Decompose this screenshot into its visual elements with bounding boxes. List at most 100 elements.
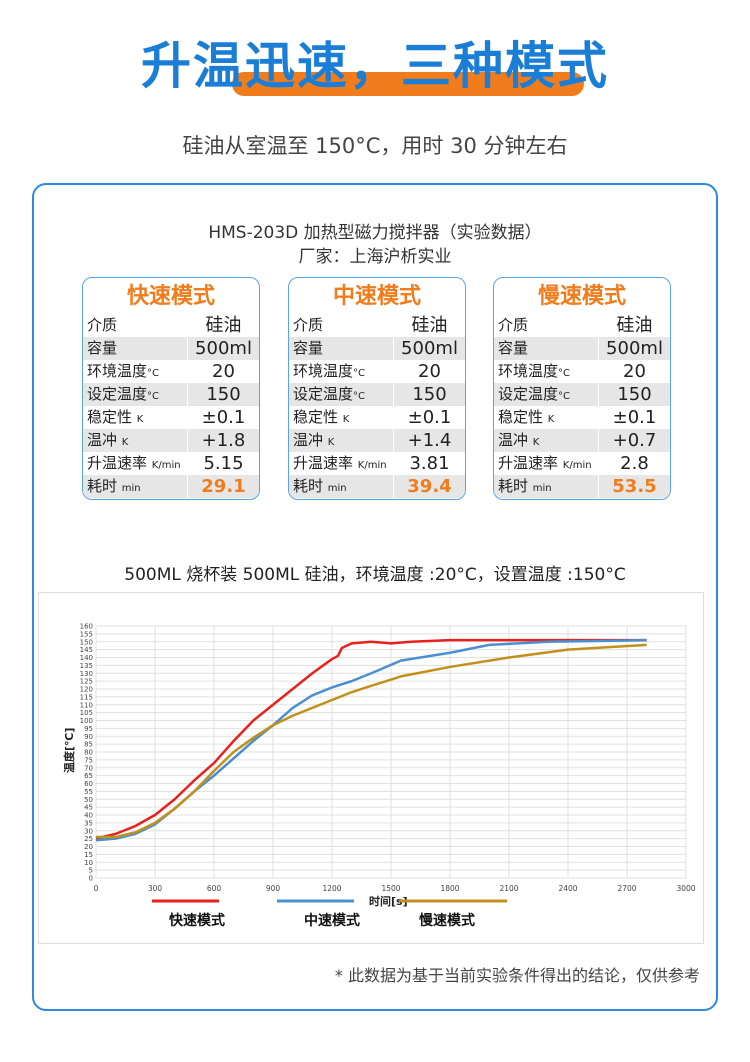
table-row: 容量 500ml [289,337,465,360]
y-tick-label: 105 [80,709,93,717]
y-tick-label: 35 [84,819,93,827]
page-subtitle: 硅油从室温至 150°C，用时 30 分钟左右 [182,134,568,158]
param-name: 升温速率 [87,454,152,472]
param-name: 耗时 [498,477,533,495]
param-name: 设定温度 [87,385,148,403]
y-tick-label: 25 [84,835,93,843]
param-unit: K [532,437,540,448]
param-name: 设定温度 [293,385,354,403]
table-row: 温冲 K +1.4 [289,429,465,452]
param-name: 环境温度 [498,362,559,380]
table-row: 容量 500ml [83,337,259,360]
param-name: 环境温度 [87,362,148,380]
param-unit: K/min [562,460,592,471]
table-row: 稳定性 K ±0.1 [289,406,465,429]
param-label: 容量 [289,337,393,360]
param-label: 环境温度°C [289,360,393,383]
param-name: 稳定性 [87,408,137,426]
table-row: 介质 硅油 [494,314,670,337]
chart-title: 500ML 烧杯装 500ML 硅油，环境温度 :20°C，设置温度 :150°… [124,565,626,585]
table-row: 介质 硅油 [289,314,465,337]
table-row: 容量 500ml [494,337,670,360]
y-axis-label: 温度[℃] [62,728,76,773]
x-tick-label: 600 [207,884,222,893]
disclaimer: * 此数据为基于当前实验条件得出的结论，仅供参考 [334,966,700,985]
y-tick-label: 135 [80,662,93,670]
mode-table: 中速模式 介质 硅油 容量 500ml 环境温度°C 20 设定温度°C 150 稳定性 K ±0.… [288,277,466,500]
mode-title: 快速模式 [126,284,215,309]
param-value: 2.8 [598,452,670,475]
x-tick-label: 2100 [499,884,518,893]
table-row: 设定温度°C 150 [289,383,465,406]
param-label: 温冲 K [289,429,393,452]
param-value: 500ml [393,337,465,360]
legend-label: 中速模式 [304,912,360,929]
param-value: 20 [393,360,465,383]
param-label: 温冲 K [83,429,187,452]
y-tick-label: 75 [84,756,93,764]
x-tick-label: 1200 [322,884,341,893]
param-label: 稳定性 K [289,406,393,429]
y-tick-label: 60 [84,780,93,788]
x-tick-label: 3000 [676,884,695,893]
table-row: 环境温度°C 20 [289,360,465,383]
param-label: 容量 [83,337,187,360]
table-row: 耗时 min 39.4 [289,475,465,498]
page-title: 升温迅速，三种模式 [141,37,609,95]
table-row: 耗时 min 53.5 [494,475,670,498]
param-label: 设定温度°C [289,383,393,406]
y-tick-label: 120 [80,686,93,694]
product-name: HMS-203D 加热型磁力搅拌器（实验数据） [208,223,542,243]
param-value: 20 [187,360,259,383]
y-tick-label: 40 [84,812,93,820]
legend-label: 慢速模式 [419,912,475,929]
y-tick-label: 30 [84,827,93,835]
title-underline [232,72,584,96]
param-unit: K/min [151,460,181,471]
param-name: 设定温度 [498,385,559,403]
table-row: 升温速率 K/min 2.8 [494,452,670,475]
chart-svg: 0510152025303540455055606570758085909510… [62,623,696,930]
table-row: 环境温度°C 20 [494,360,670,383]
table-row: 温冲 K +1.8 [83,429,259,452]
y-tick-label: 85 [84,741,93,749]
param-value: 3.81 [393,452,465,475]
table-row: 温冲 K +0.7 [494,429,670,452]
param-label: 环境温度°C [83,360,187,383]
manufacturer: 厂家：上海沪析实业 [298,247,452,267]
param-value: 150 [598,383,670,406]
param-name: 介质 [87,316,118,334]
y-tick-label: 95 [84,725,93,733]
table-row: 设定温度°C 150 [83,383,259,406]
param-label: 稳定性 K [83,406,187,429]
y-tick-label: 70 [84,764,93,772]
y-tick-label: 155 [80,630,93,638]
mode-table: 快速模式 介质 硅油 容量 500ml 环境温度°C 20 设定温度°C 150 稳定性 K ±0.… [82,277,260,500]
y-tick-label: 145 [80,646,93,654]
param-value: 硅油 [393,314,465,337]
y-tick-label: 65 [84,772,93,780]
param-name: 稳定性 [293,408,343,426]
series-line [96,643,647,839]
param-name: 耗时 [293,477,328,495]
param-label: 耗时 min [494,475,598,498]
param-value: 500ml [187,337,259,360]
param-value: 39.4 [393,475,465,498]
y-tick-label: 80 [84,749,93,757]
param-value: ±0.1 [187,406,259,429]
param-label: 设定温度°C [494,383,598,406]
param-value: +0.7 [598,429,670,452]
x-tick-label: 1800 [440,884,459,893]
y-tick-label: 110 [80,701,93,709]
param-value: 硅油 [187,314,259,337]
param-label: 温冲 K [494,429,598,452]
param-value: 53.5 [598,475,670,498]
y-tick-label: 140 [80,654,93,662]
y-tick-label: 5 [89,867,93,875]
param-unit: K [342,414,350,425]
table-row: 升温速率 K/min 5.15 [83,452,259,475]
param-name: 介质 [293,316,324,334]
param-label: 稳定性 K [494,406,598,429]
param-value: 150 [393,383,465,406]
param-value: +1.8 [187,429,259,452]
